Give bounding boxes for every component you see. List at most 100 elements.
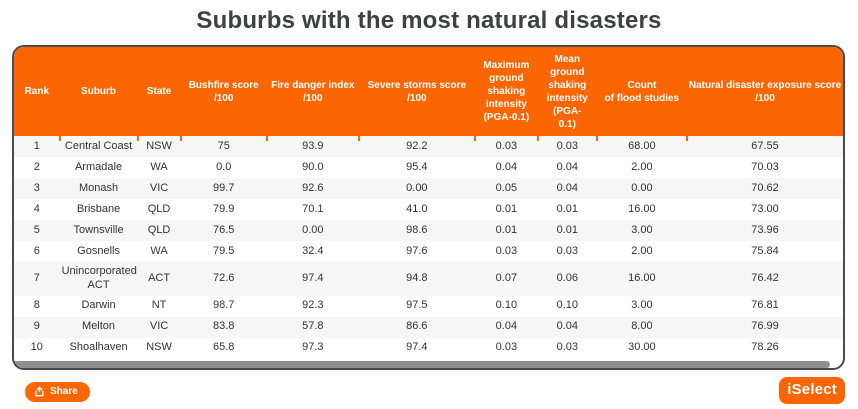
cell-suburb: Gosnells [77, 244, 120, 257]
column-header-bushfire_score: Bushfire score /100 [180, 47, 267, 136]
table-row: 2 Armadale WA 0.0 90.0 95.4 0.04 0.04 2.00 70.03 [14, 157, 843, 178]
cell-flood_studies_count: 68.00 [595, 136, 687, 157]
cell-suburb: Monash [78, 181, 119, 194]
cell-fire_danger_index: 97.4 [302, 271, 324, 284]
cell-mean_ground_shaking: 0.03 [536, 136, 597, 157]
cell-suburb: Shoalhaven [69, 341, 128, 354]
cell-max_ground_shaking: 0.10 [495, 299, 518, 312]
cell-mean_ground_shaking: 0.03 [556, 341, 578, 354]
cell-flood_studies_count: 2.00 [631, 160, 653, 173]
table-row: 9 Melton VIC 83.8 57.8 86.6 0.04 0.04 8.00 76.99 [14, 316, 843, 338]
table-row: 4 Brisbane QLD 79.9 70.1 41.0 0.01 0.01 16.00 73.… [14, 199, 843, 220]
cell-severe_storms_score: 0.00 [406, 181, 428, 194]
cell-rank: 4 [33, 202, 40, 215]
disaster-table-card: Rank Suburb State Bushfire score /100 Fire d… [12, 45, 845, 370]
cell-rank: 6 [33, 244, 40, 257]
cell-severe_storms_score: 86.6 [406, 320, 428, 333]
cell-rank: 3 [33, 181, 40, 194]
cell-severe_storms_score: 92.2 [357, 136, 475, 157]
cell-state: NSW [146, 341, 172, 354]
cell-rank: 9 [33, 320, 40, 333]
cell-fire_danger_index: 97.3 [302, 341, 324, 354]
cell-exposure_score: 78.26 [751, 341, 779, 354]
cell-suburb: Melton [82, 320, 116, 333]
cell-suburb: Brisbane [76, 202, 121, 215]
cell-bushfire_score: 65.8 [213, 341, 235, 354]
cell-fire_danger_index: 90.0 [302, 160, 324, 173]
cell-bushfire_score: 72.6 [213, 271, 235, 284]
cell-fire_danger_index: 92.3 [302, 299, 324, 312]
column-header-state: State [137, 47, 181, 136]
page-title: Suburbs with the most natural disasters [196, 7, 662, 34]
cell-flood_studies_count: 30.00 [628, 341, 656, 354]
cell-bushfire_score: 99.7 [213, 181, 235, 194]
cell-bushfire_score: 75 [179, 136, 267, 157]
cell-state: NSW [136, 136, 181, 157]
cell-exposure_score: 76.99 [751, 320, 779, 333]
cell-rank: 1 [33, 139, 40, 152]
cell-exposure_score: 70.03 [751, 160, 779, 173]
cell-exposure_score: 75.84 [751, 244, 779, 257]
cell-state: QLD [147, 202, 171, 215]
cell-exposure_score: 76.81 [751, 299, 779, 312]
column-header-mean_ground_shaking: Mean ground shaking intensity (PGA- 0.1) [537, 47, 597, 136]
cell-max_ground_shaking: 0.05 [495, 181, 518, 194]
cell-severe_storms_score: 94.8 [406, 271, 428, 284]
cell-flood_studies_count: 3.00 [631, 223, 653, 236]
cell-flood_studies_count: 16.00 [628, 202, 656, 215]
cell-exposure_score: 73.00 [751, 202, 779, 215]
cell-bushfire_score: 0.0 [216, 160, 232, 173]
share-button[interactable]: Share [25, 382, 90, 402]
table-row: 7 Unincorporated ACT ACT 72.6 97.4 94.8 0.07 0.… [14, 262, 843, 296]
iselect-logo[interactable]: iSelect [779, 377, 845, 404]
cell-max_ground_shaking: 0.07 [495, 271, 518, 284]
column-header-rank: Rank [14, 47, 60, 136]
cell-exposure_score: 67.55 [686, 136, 843, 157]
cell-flood_studies_count: 3.00 [631, 299, 653, 312]
table-row: 6 Gosnells WA 79.5 32.4 97.6 0.03 0.03 2.00 75.84 [14, 241, 843, 262]
cell-max_ground_shaking: 0.03 [495, 341, 518, 354]
cell-state: VIC [149, 181, 169, 194]
cell-max_ground_shaking: 0.04 [495, 320, 518, 333]
cell-mean_ground_shaking: 0.01 [556, 223, 578, 236]
cell-suburb: Armadale [75, 160, 123, 173]
cell-state: NT [151, 299, 167, 312]
cell-flood_studies_count: 16.00 [628, 271, 656, 284]
cell-bushfire_score: 76.5 [213, 223, 235, 236]
cell-severe_storms_score: 95.4 [406, 160, 428, 173]
cell-max_ground_shaking: 0.04 [495, 160, 518, 173]
table-row: 1 Central Coast NSW 75 93.9 92.2 0.03 0.03 68.00… [14, 136, 843, 157]
cell-mean_ground_shaking: 0.03 [556, 244, 578, 257]
horizontal-scrollbar[interactable] [14, 361, 830, 368]
column-header-suburb: Suburb [59, 47, 138, 136]
cell-flood_studies_count: 8.00 [631, 320, 653, 333]
column-header-flood_studies_count: Count of flood studies [596, 47, 688, 136]
cell-rank: 5 [33, 223, 40, 236]
cell-state: WA [150, 160, 168, 173]
cell-severe_storms_score: 41.0 [406, 202, 428, 215]
cell-fire_danger_index: 70.1 [302, 202, 324, 215]
cell-fire_danger_index: 32.4 [302, 244, 324, 257]
cell-state: ACT [148, 271, 171, 284]
table-row: 8 Darwin NT 98.7 92.3 97.5 0.10 0.10 3.00 76.81 [14, 295, 843, 317]
table-row: 3 Monash VIC 99.7 92.6 0.00 0.05 0.04 0.00 70.62 [14, 178, 843, 199]
cell-bushfire_score: 98.7 [213, 299, 235, 312]
cell-severe_storms_score: 97.5 [406, 299, 428, 312]
cell-suburb: Townsville [73, 223, 124, 236]
cell-fire_danger_index: 92.6 [302, 181, 324, 194]
cell-max_ground_shaking: 0.03 [495, 244, 518, 257]
cell-mean_ground_shaking: 0.06 [556, 271, 578, 284]
share-icon [34, 386, 45, 397]
cell-bushfire_score: 79.9 [213, 202, 235, 215]
cell-exposure_score: 70.62 [751, 181, 779, 194]
column-header-exposure_score: Natural disaster exposure score /100 [687, 47, 843, 136]
cell-suburb: Darwin [81, 299, 116, 312]
table-row: 10 Shoalhaven NSW 65.8 97.3 97.4 0.03 0.03 30.00… [14, 337, 843, 359]
cell-exposure_score: 76.42 [751, 271, 779, 284]
cell-fire_danger_index: 57.8 [302, 320, 324, 333]
cell-bushfire_score: 83.8 [213, 320, 235, 333]
cell-rank: 2 [33, 160, 40, 173]
disaster-table: Rank Suburb State Bushfire score /100 Fire d… [14, 47, 843, 359]
table-header: Rank Suburb State Bushfire score /100 Fire d… [14, 47, 843, 136]
cell-mean_ground_shaking: 0.04 [556, 160, 578, 173]
